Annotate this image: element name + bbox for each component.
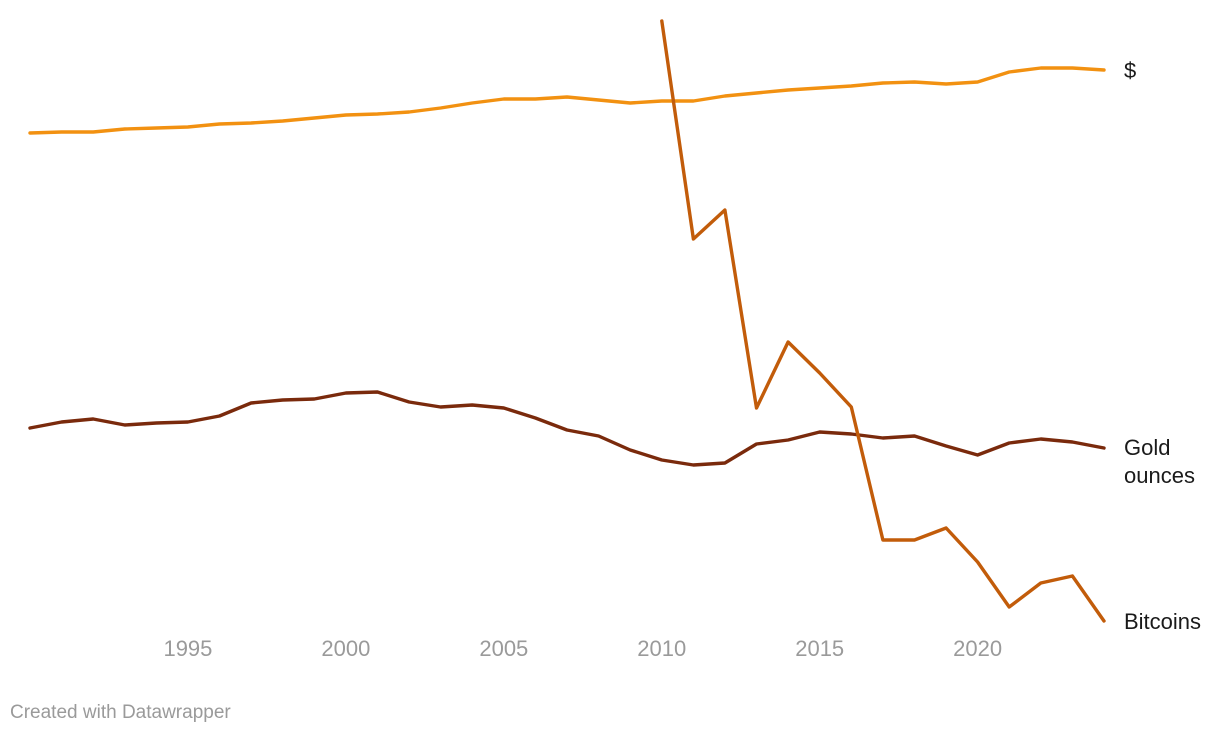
chart-credit[interactable]: Created with Datawrapper <box>10 702 231 723</box>
x-tick-label-2015: 2015 <box>795 636 844 661</box>
x-tick-label-2000: 2000 <box>321 636 370 661</box>
series-line-gold-ounces <box>28 390 1106 467</box>
series-line-bitcoins <box>660 19 1106 623</box>
series-line-dollars <box>28 66 1106 135</box>
x-tick-label-2010: 2010 <box>637 636 686 661</box>
x-tick-label-1995: 1995 <box>163 636 212 661</box>
x-tick-label-2005: 2005 <box>479 636 528 661</box>
x-tick-label-2020: 2020 <box>953 636 1002 661</box>
series-label-bitcoins: Bitcoins <box>1124 609 1201 634</box>
series-label-gold-ounces: Gold ounces <box>1124 435 1195 488</box>
series-label-dollars: $ <box>1124 58 1136 83</box>
